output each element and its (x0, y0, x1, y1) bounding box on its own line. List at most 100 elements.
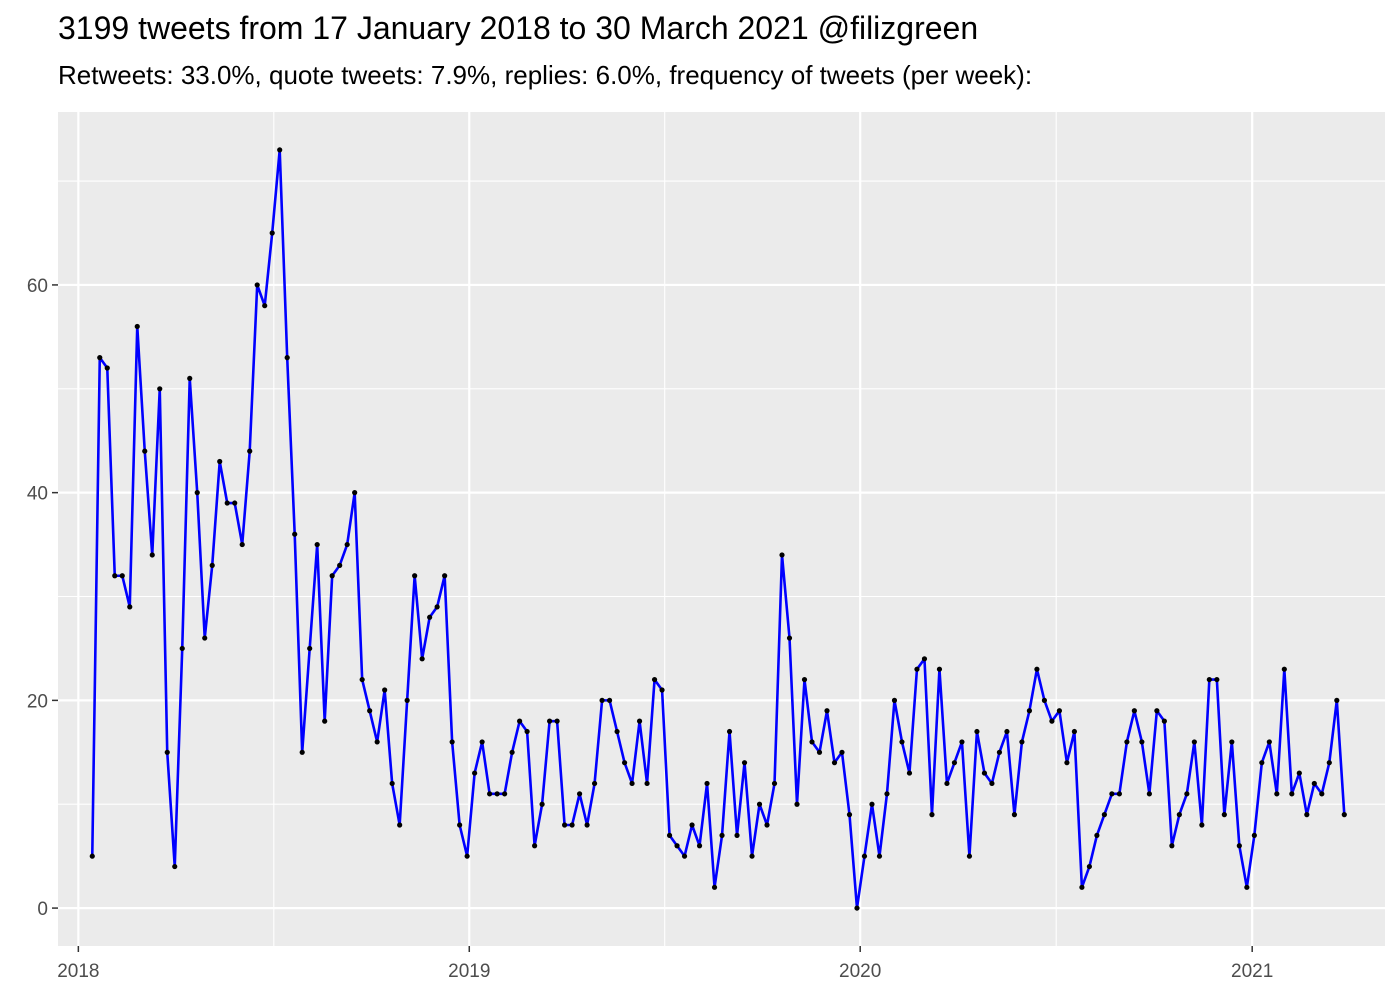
data-point (127, 604, 133, 610)
data-point (194, 490, 200, 496)
data-point (584, 822, 590, 828)
data-point (741, 760, 748, 766)
data-point (1296, 770, 1302, 776)
data-point (1259, 760, 1265, 766)
data-point (134, 323, 140, 330)
data-point (696, 843, 703, 849)
data-point (1221, 812, 1227, 818)
data-point (1341, 812, 1347, 818)
data-point (861, 853, 868, 859)
data-point (569, 822, 575, 828)
data-point (502, 791, 508, 797)
data-point (187, 375, 193, 382)
data-point (1146, 791, 1152, 797)
data-point (944, 780, 950, 787)
data-point (1004, 728, 1010, 735)
data-point (576, 791, 583, 797)
data-point (157, 386, 163, 392)
data-point (561, 822, 568, 828)
data-point (457, 822, 463, 828)
data-point (322, 718, 328, 724)
y-tick-label: 0 (37, 899, 48, 920)
data-point (1274, 791, 1280, 797)
x-tick-label: 2018 (57, 961, 99, 982)
data-point (1154, 708, 1160, 714)
data-point (247, 448, 253, 454)
data-points (89, 147, 1347, 911)
data-point (1289, 791, 1295, 797)
data-point (1334, 697, 1340, 703)
data-point (651, 676, 658, 683)
data-point (1011, 812, 1018, 818)
data-point (749, 853, 755, 859)
data-point (974, 728, 980, 735)
data-point (936, 666, 943, 672)
data-point (172, 863, 178, 870)
data-point (794, 801, 800, 807)
data-point (382, 687, 388, 693)
chart-title: 3199 tweets from 17 January 2018 to 30 M… (58, 10, 979, 46)
data-point (674, 843, 680, 849)
data-point (689, 822, 695, 828)
data-point (464, 853, 470, 859)
data-point (472, 770, 478, 776)
data-point (1026, 708, 1033, 714)
x-tick-label: 2021 (1231, 961, 1273, 982)
data-point (1139, 739, 1145, 745)
data-point (801, 676, 808, 683)
data-point (89, 853, 95, 859)
data-point (1326, 760, 1332, 766)
data-point (299, 749, 305, 755)
data-point (1229, 739, 1235, 745)
x-tick-label: 2020 (839, 961, 881, 982)
data-point (164, 749, 170, 755)
data-point (779, 552, 785, 558)
data-point (1206, 676, 1212, 683)
x-tick-label: 2019 (448, 961, 490, 982)
data-point (989, 780, 995, 787)
data-point (1304, 812, 1310, 818)
data-point (846, 812, 853, 818)
data-point (734, 832, 740, 838)
data-point (1079, 884, 1085, 890)
data-point (449, 739, 455, 745)
data-point (494, 791, 500, 797)
data-point (606, 697, 613, 703)
data-point (262, 303, 268, 309)
data-point (1109, 791, 1115, 797)
data-point (951, 760, 958, 766)
data-point (1049, 718, 1055, 724)
data-point (487, 791, 493, 797)
data-point (307, 645, 313, 652)
data-point (1086, 863, 1092, 870)
data-point (666, 832, 673, 838)
data-point (891, 697, 898, 703)
data-point (112, 573, 118, 579)
data-point (1071, 728, 1078, 735)
data-point (397, 822, 403, 828)
data-point (629, 780, 635, 787)
data-point (337, 562, 343, 568)
data-point (824, 708, 830, 714)
y-axis-tick-labels: 0 20 40 60 (27, 276, 48, 920)
data-point (659, 687, 665, 693)
data-point (547, 718, 553, 724)
data-point (179, 645, 185, 652)
data-point (1169, 843, 1175, 849)
data-point (284, 355, 290, 361)
data-point (966, 853, 973, 859)
data-point (636, 718, 643, 724)
data-point (614, 728, 620, 735)
data-point (959, 739, 965, 745)
data-point (352, 490, 358, 496)
data-point (209, 562, 215, 568)
data-point (591, 780, 598, 787)
tweets-line (90, 148, 1346, 910)
data-point (681, 853, 688, 859)
data-point (764, 822, 770, 828)
major-gridlines (58, 112, 1385, 946)
data-point (1161, 718, 1167, 724)
chart-subtitle: Retweets: 33.0%, quote tweets: 7.9%, rep… (58, 60, 1033, 90)
data-point (1236, 843, 1242, 849)
data-point (1116, 791, 1122, 797)
